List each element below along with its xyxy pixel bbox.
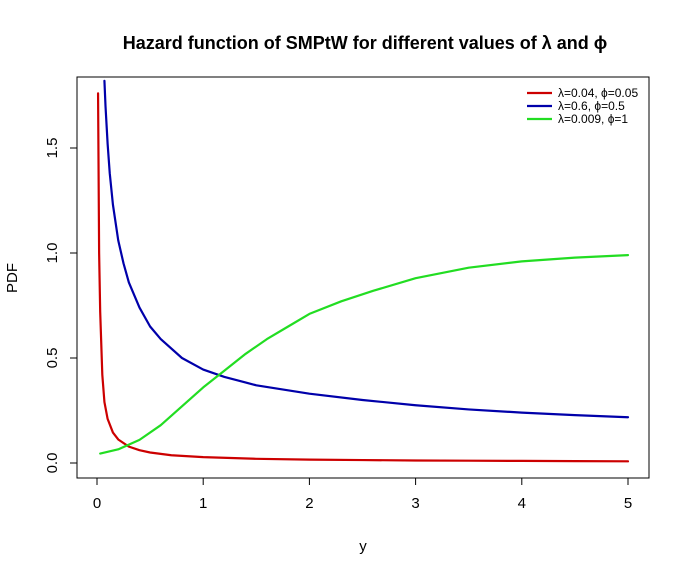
x-axis-label: y: [359, 538, 367, 555]
x-tick-label: 2: [305, 495, 313, 512]
x-axis: 0 1 2 3 4 5: [93, 477, 632, 512]
y-tick-label: 1.0: [44, 243, 61, 264]
x-tick-label: 3: [411, 495, 419, 512]
legend-label-2: λ=0.6, ϕ=0.5: [558, 99, 625, 113]
x-tick-label: 0: [93, 495, 101, 512]
x-tick-label: 4: [518, 495, 526, 512]
series-line-3: [99, 254, 630, 455]
x-tick-label: 5: [624, 495, 632, 512]
y-tick-label: 0.5: [44, 348, 61, 369]
plot-frame: [76, 76, 650, 479]
y-axis-label: PDF: [4, 263, 21, 293]
series-line-2: [103, 79, 630, 419]
legend-label-1: λ=0.04, ϕ=0.05: [558, 86, 638, 100]
series-layer: [96, 79, 630, 463]
x-tick-label: 1: [199, 495, 207, 512]
legend-label-3: λ=0.009, ϕ=1: [558, 112, 628, 126]
y-tick-label: 0.0: [44, 453, 61, 474]
legend: λ=0.04, ϕ=0.05λ=0.6, ϕ=0.5λ=0.009, ϕ=1: [527, 86, 638, 126]
y-tick-label: 1.5: [44, 138, 61, 159]
chart-title: Hazard function of SMPtW for different v…: [123, 33, 608, 53]
series-line-1: [96, 92, 630, 463]
y-axis: 0.0 0.5 1.0 1.5: [44, 138, 78, 474]
